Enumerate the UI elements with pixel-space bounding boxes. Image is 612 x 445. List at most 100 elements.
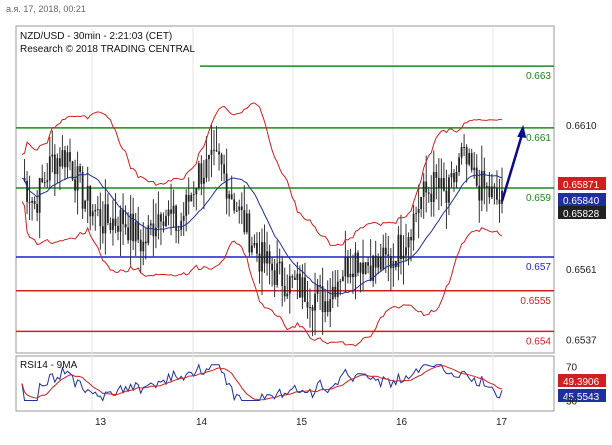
candle-body [238, 206, 241, 211]
header-timestamp: а.я. 17, 2018, 00:21 [6, 4, 86, 14]
candle-body [106, 204, 109, 223]
candle-body [465, 146, 468, 165]
candle-body [387, 254, 390, 257]
candle-body [498, 199, 501, 204]
candle-body [364, 262, 367, 275]
candle-body [304, 277, 306, 302]
candle-body [230, 194, 233, 200]
bollinger-lower-line [21, 201, 503, 347]
candle-body [321, 286, 324, 313]
candle-body [172, 205, 175, 214]
candle-body [167, 209, 170, 217]
candle-body [352, 273, 354, 278]
candle-body [99, 209, 102, 227]
candle-body [369, 265, 372, 281]
candle-body [205, 159, 208, 178]
candle-body [493, 186, 496, 188]
candle-body [235, 210, 238, 212]
candle-body [144, 241, 147, 244]
candle-body [448, 177, 450, 203]
candle-body [488, 186, 491, 198]
rsi-tag-box [558, 374, 606, 387]
candle-body [58, 158, 61, 167]
candle-body [81, 171, 84, 209]
candle-body [79, 166, 82, 172]
candle-body [200, 163, 203, 184]
candle-body [263, 242, 266, 264]
candle-body [460, 147, 463, 158]
candle-body [339, 281, 342, 283]
candle-body [301, 277, 304, 298]
candle-body [435, 172, 438, 178]
chart-subtitle: Research © 2018 TRADING CENTRAL [20, 44, 195, 55]
candle-body [379, 256, 382, 270]
candle-body [344, 256, 347, 277]
candle-body [165, 216, 167, 226]
price-tag-label: 0.65828 [563, 209, 600, 220]
level-label: 0.657 [526, 262, 551, 273]
candle-body [152, 223, 155, 237]
candle-body [36, 203, 39, 213]
candle-body [326, 301, 329, 312]
candle-body [51, 154, 54, 157]
level-label: 0.659 [526, 193, 551, 204]
candle-body [132, 213, 135, 242]
candle-body [268, 251, 271, 264]
candle-body [84, 200, 87, 209]
x-tick-label: 15 [296, 417, 308, 428]
candle-body [389, 256, 392, 269]
candle-body [43, 182, 46, 184]
candle-body [170, 209, 172, 214]
candle-body [56, 158, 59, 175]
candle-body [104, 204, 107, 234]
candle-body [66, 152, 69, 168]
candle-body [91, 211, 94, 217]
candle-body [33, 200, 36, 204]
candle-body [162, 221, 165, 226]
candle-body [154, 227, 157, 237]
axis-ticks: 13 14 15 16 17 0.6610 0.6561 0.6537 70 30 [95, 121, 597, 428]
candle-body [478, 185, 481, 201]
candle-body [157, 214, 160, 228]
candle-body [425, 181, 428, 193]
candle-body [180, 220, 183, 230]
candle-body [374, 255, 377, 268]
rsi-panel [15, 355, 555, 412]
candle-body [377, 256, 380, 268]
candle-body [440, 178, 443, 189]
candle-body [175, 205, 178, 231]
candle-body [245, 213, 248, 233]
rsi-tag-label: 45.5543 [563, 392, 600, 403]
candle-body [225, 173, 228, 199]
candle-body [53, 154, 56, 175]
candle-body [223, 164, 226, 174]
rsi-ma-line [21, 364, 503, 401]
candle-body [432, 172, 435, 202]
candle-body [192, 194, 195, 196]
rsi-series [21, 363, 503, 402]
level-label: 0.6555 [520, 296, 551, 307]
x-tick-label: 13 [95, 417, 107, 428]
candle-body [124, 224, 127, 228]
candle-body [210, 149, 213, 155]
rsi-tag-box [558, 389, 606, 402]
candle-body [415, 213, 418, 215]
price-tag-box [558, 206, 606, 219]
candle-body [197, 163, 200, 189]
candle-body [273, 270, 276, 285]
x-tick-label: 17 [496, 417, 508, 428]
candle-body [127, 227, 130, 241]
rsi-tag-label: 49.3906 [563, 377, 600, 388]
candle-body [417, 208, 420, 214]
candle-body [480, 170, 483, 201]
candle-body [220, 154, 223, 165]
candle-body [496, 187, 498, 200]
projection-arrow-head [517, 124, 527, 138]
level-label: 0.663 [526, 71, 551, 82]
candle-body [177, 229, 180, 231]
moving-average-line [21, 172, 503, 295]
candle-body [228, 194, 231, 199]
candle-body [314, 293, 316, 311]
candle-body [407, 237, 410, 248]
candle-body [117, 225, 119, 232]
